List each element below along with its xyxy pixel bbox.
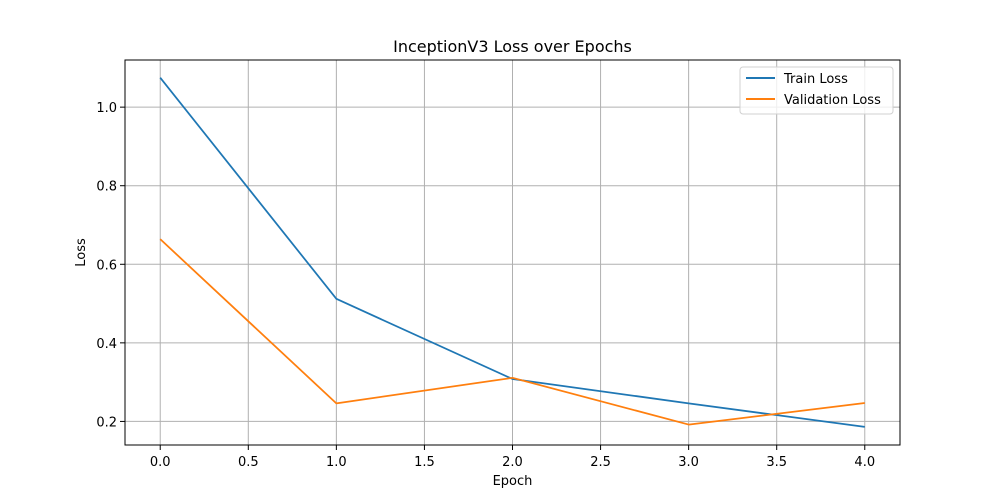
y-tick-label: 0.4 [96, 337, 117, 352]
y-axis-label: Loss [74, 238, 89, 267]
series-lines [159, 77, 865, 428]
chart-title: InceptionV3 Loss over Epochs [393, 37, 632, 56]
legend-label-train-loss: Train Loss [783, 72, 848, 87]
y-tick-label: 1.0 [96, 101, 117, 116]
x-axis-ticks: 0.0 0.5 1.0 1.5 2.0 2.5 3.0 3.5 4.0 [150, 445, 875, 470]
y-tick-label: 0.6 [96, 258, 117, 273]
y-tick-label: 0.2 [96, 415, 117, 430]
legend-box [739, 66, 894, 115]
x-tick-label: 1.0 [326, 455, 347, 470]
x-tick-label: 2.5 [590, 455, 611, 470]
grid [125, 60, 900, 445]
x-axis-label: Epoch [493, 474, 533, 489]
x-tick-label: 2.0 [502, 455, 523, 470]
y-tick-label: 0.8 [96, 180, 117, 195]
x-tick-label: 3.5 [766, 455, 787, 470]
x-tick-label: 4.0 [854, 455, 875, 470]
x-tick-label: 0.5 [238, 455, 259, 470]
x-tick-label: 1.5 [414, 455, 435, 470]
legend-label-validation-loss: Validation Loss [784, 93, 881, 108]
x-tick-label: 0.0 [150, 455, 171, 470]
x-tick-label: 3.0 [678, 455, 699, 470]
legend: Train Loss Validation Loss [739, 66, 894, 115]
y-axis-ticks: 0.2 0.4 0.6 0.8 1.0 [96, 101, 125, 430]
